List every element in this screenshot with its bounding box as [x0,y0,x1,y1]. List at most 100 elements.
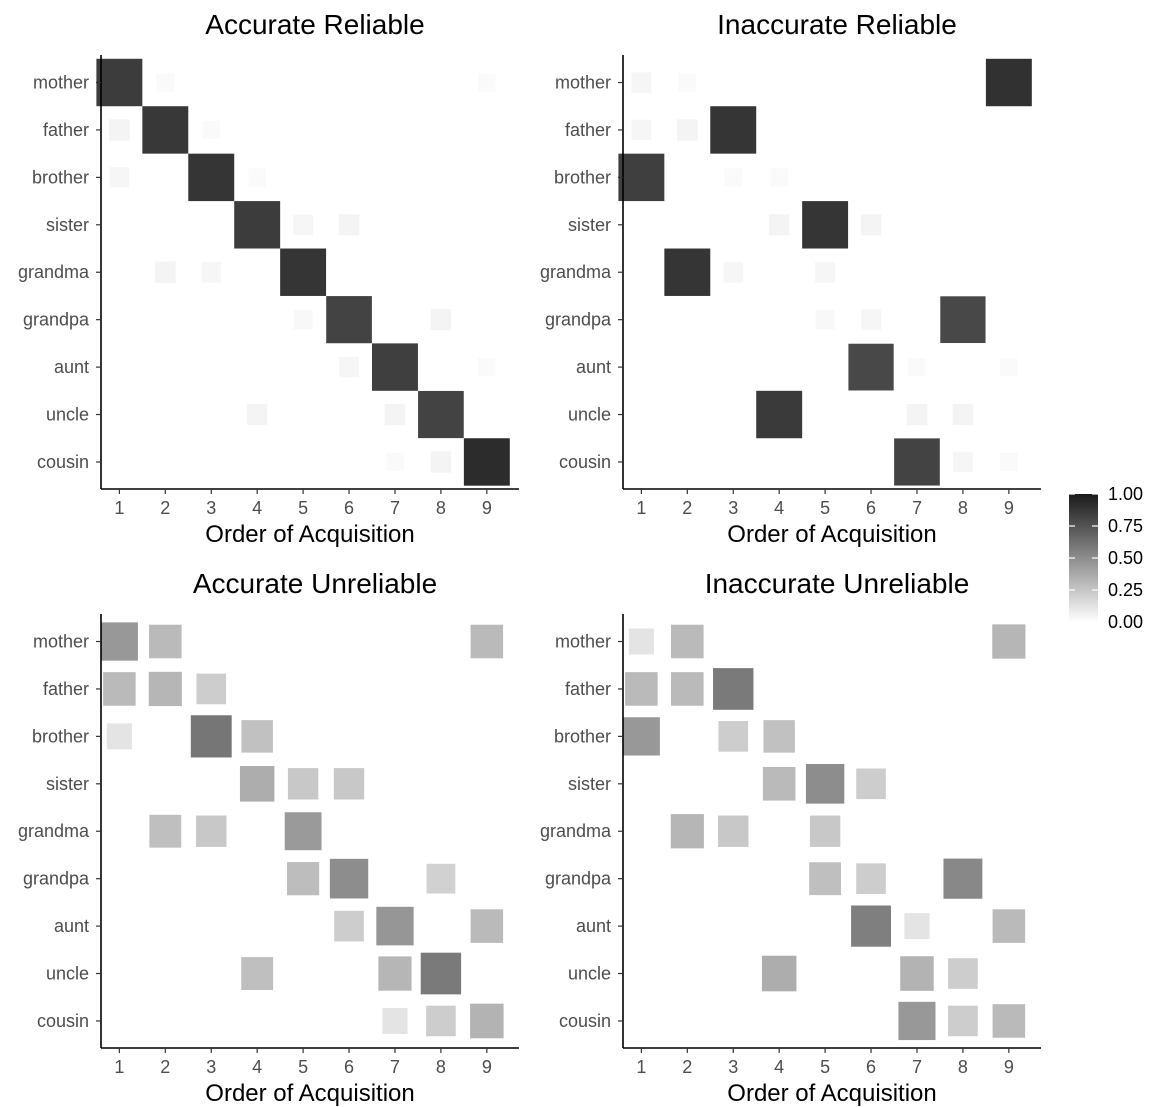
x-axis-title: Order of Acquisition [205,521,414,548]
heatmap-cell [339,356,359,378]
heatmap-cell [426,1005,456,1037]
row-label: brother [554,167,611,187]
legend-tick-label: 0.50 [1108,548,1143,568]
x-tick-label: 3 [728,1057,738,1077]
heatmap-cell [470,624,504,659]
x-tick-label: 6 [866,1057,876,1077]
heatmap-cell [898,1001,936,1041]
x-tick-label: 3 [206,1057,216,1077]
heatmap-panel: Inaccurate Unreliable mother father brother… [540,568,1041,1107]
x-tick-label: 3 [728,498,738,518]
heatmap-cell [992,624,1026,659]
heatmap-cell [384,403,406,426]
x-tick-label: 6 [344,1057,354,1077]
x-tick-label: 2 [160,498,170,518]
row-label: cousin [37,452,89,472]
heatmap-cell [376,906,414,946]
heatmap-cell [149,624,182,659]
row-label: father [43,679,89,699]
heatmap-cell [770,168,788,187]
heatmap-cell [861,309,881,330]
heatmap-cell [420,952,462,995]
heatmap-cell [463,438,510,486]
heatmap-cell [860,214,882,236]
row-label: uncle [46,405,89,425]
heatmap-cell [952,403,974,426]
heatmap-cell [338,214,360,236]
heatmap-cell [618,153,665,202]
heatmap-cell [248,168,266,187]
x-tick-label: 4 [252,498,262,518]
row-label: sister [568,215,611,235]
heatmap-cell [948,1005,978,1037]
row-label: sister [46,774,89,794]
heatmap-cell [856,768,886,800]
panel-title: Accurate Reliable [205,9,424,40]
legend-tick-label: 1.00 [1108,484,1143,504]
heatmap-cell [809,815,841,847]
heatmap-cell [710,106,757,154]
x-tick-label: 8 [436,1057,446,1077]
x-tick-label: 8 [958,1057,968,1077]
x-tick-label: 7 [912,498,922,518]
heatmap-cell [992,909,1026,943]
heatmap-cell [622,717,660,756]
heatmap-cell [670,814,704,849]
row-label: brother [32,167,89,187]
x-axis-title: Order of Acquisition [727,521,936,548]
x-tick-label: 2 [682,498,692,518]
heatmap-cell [239,766,275,802]
x-tick-label: 7 [912,1057,922,1077]
heatmap-panel: Accurate Unreliable mother father brother si… [18,568,519,1107]
heatmap-cell [202,120,221,140]
heatmap-cell [372,343,418,391]
x-tick-label: 5 [820,1057,830,1077]
heatmap-cell [430,451,452,473]
heatmap-cell [142,106,189,154]
heatmap-cell [1000,452,1018,472]
x-tick-label: 9 [482,1057,492,1077]
heatmap-cell [940,296,986,344]
heatmap-cell [430,309,452,331]
heatmap-cell [631,119,652,141]
heatmap-cell [201,262,222,283]
row-label: uncle [568,964,611,984]
heatmap-cell [103,672,136,706]
panel-title: Inaccurate Unreliable [705,568,970,599]
heatmap-cell [763,720,795,753]
heatmap-cell [904,913,930,940]
x-tick-label: 1 [114,1057,124,1077]
x-tick-label: 5 [820,498,830,518]
heatmap-panel: Accurate Reliable mother father brother sist… [18,9,519,548]
x-tick-label: 5 [298,498,308,518]
row-label: father [565,679,611,699]
heatmap-cell [908,358,926,377]
row-label: sister [46,215,89,235]
x-tick-label: 8 [958,498,968,518]
heatmap-cell [953,451,973,473]
x-tick-label: 9 [482,498,492,518]
heatmap-cell [109,167,130,188]
heatmap-cell [756,390,803,439]
heatmap-cell [241,957,274,990]
heatmap-cell [724,168,743,187]
heatmap-cell [470,1003,504,1039]
row-label: grandma [18,821,90,841]
heatmap-cell [718,815,749,847]
row-label: mother [555,73,611,93]
x-tick-label: 7 [390,498,400,518]
heatmap-cell [154,261,176,283]
row-label: mother [33,73,89,93]
heatmap-cell [948,958,978,989]
heatmap-cell [625,672,658,706]
x-tick-label: 4 [774,498,784,518]
heatmap-cell [293,309,313,330]
heatmap-cell [293,214,313,236]
x-tick-label: 7 [390,1057,400,1077]
heatmap-cell [386,452,404,472]
heatmap-cell [815,309,835,330]
heatmap-cell [234,201,281,249]
heatmap-cell [196,673,227,705]
x-axis-title: Order of Acquisition [727,1080,936,1107]
heatmap-cell [671,672,704,706]
